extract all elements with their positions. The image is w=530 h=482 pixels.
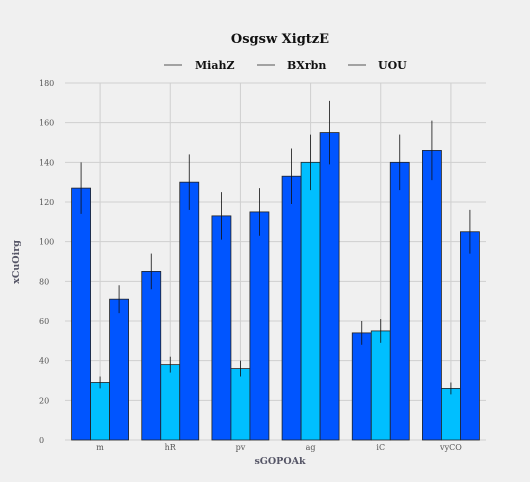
x-tick-label: vyCO — [439, 443, 462, 452]
y-axis-ticks: 0 20 40 60 80 100 120 140 160 180 — [39, 79, 54, 445]
x-axis-label: sGOPOAk — [254, 456, 306, 467]
bar — [319, 132, 340, 441]
legend: MiahZ BXrbn UOU — [164, 59, 407, 72]
bar — [179, 181, 200, 441]
bar — [281, 175, 302, 441]
bar — [389, 161, 410, 441]
y-tick-label: 100 — [39, 238, 54, 247]
bar — [141, 271, 162, 441]
bar — [422, 150, 442, 441]
x-tick-label: m — [96, 443, 104, 452]
bar — [211, 215, 232, 441]
y-tick-label: 40 — [39, 357, 49, 366]
y-axis-label: xCuOirg — [11, 240, 22, 284]
legend-entry: UOU — [378, 59, 407, 72]
bar — [109, 298, 129, 441]
legend-entry: BXrbn — [287, 59, 326, 72]
bar — [71, 187, 91, 441]
bar — [249, 211, 270, 441]
bar — [160, 364, 181, 441]
x-axis-ticks: m hR pv ag iC vyCO — [96, 443, 462, 452]
bar — [441, 388, 461, 441]
x-tick-label: ag — [306, 443, 316, 452]
y-tick-label: 60 — [39, 317, 49, 326]
y-tick-label: 80 — [39, 277, 49, 286]
x-tick-label: iC — [376, 443, 385, 452]
bar — [230, 368, 251, 441]
y-tick-label: 20 — [39, 396, 49, 405]
x-tick-label: pv — [236, 443, 246, 452]
bar — [370, 330, 391, 441]
legend-entry: MiahZ — [195, 59, 235, 72]
y-tick-label: 160 — [39, 119, 54, 128]
chart-title: Osgsw XigtzE — [231, 32, 329, 47]
y-tick-label: 140 — [39, 158, 54, 167]
bar — [90, 382, 110, 441]
y-tick-label: 120 — [39, 198, 54, 207]
y-tick-label: 180 — [39, 79, 54, 88]
x-tick-label: hR — [165, 443, 177, 452]
bars — [71, 100, 480, 441]
y-tick-label: 0 — [39, 436, 44, 445]
bar — [351, 332, 372, 441]
bar — [460, 231, 480, 441]
bar — [300, 161, 321, 441]
